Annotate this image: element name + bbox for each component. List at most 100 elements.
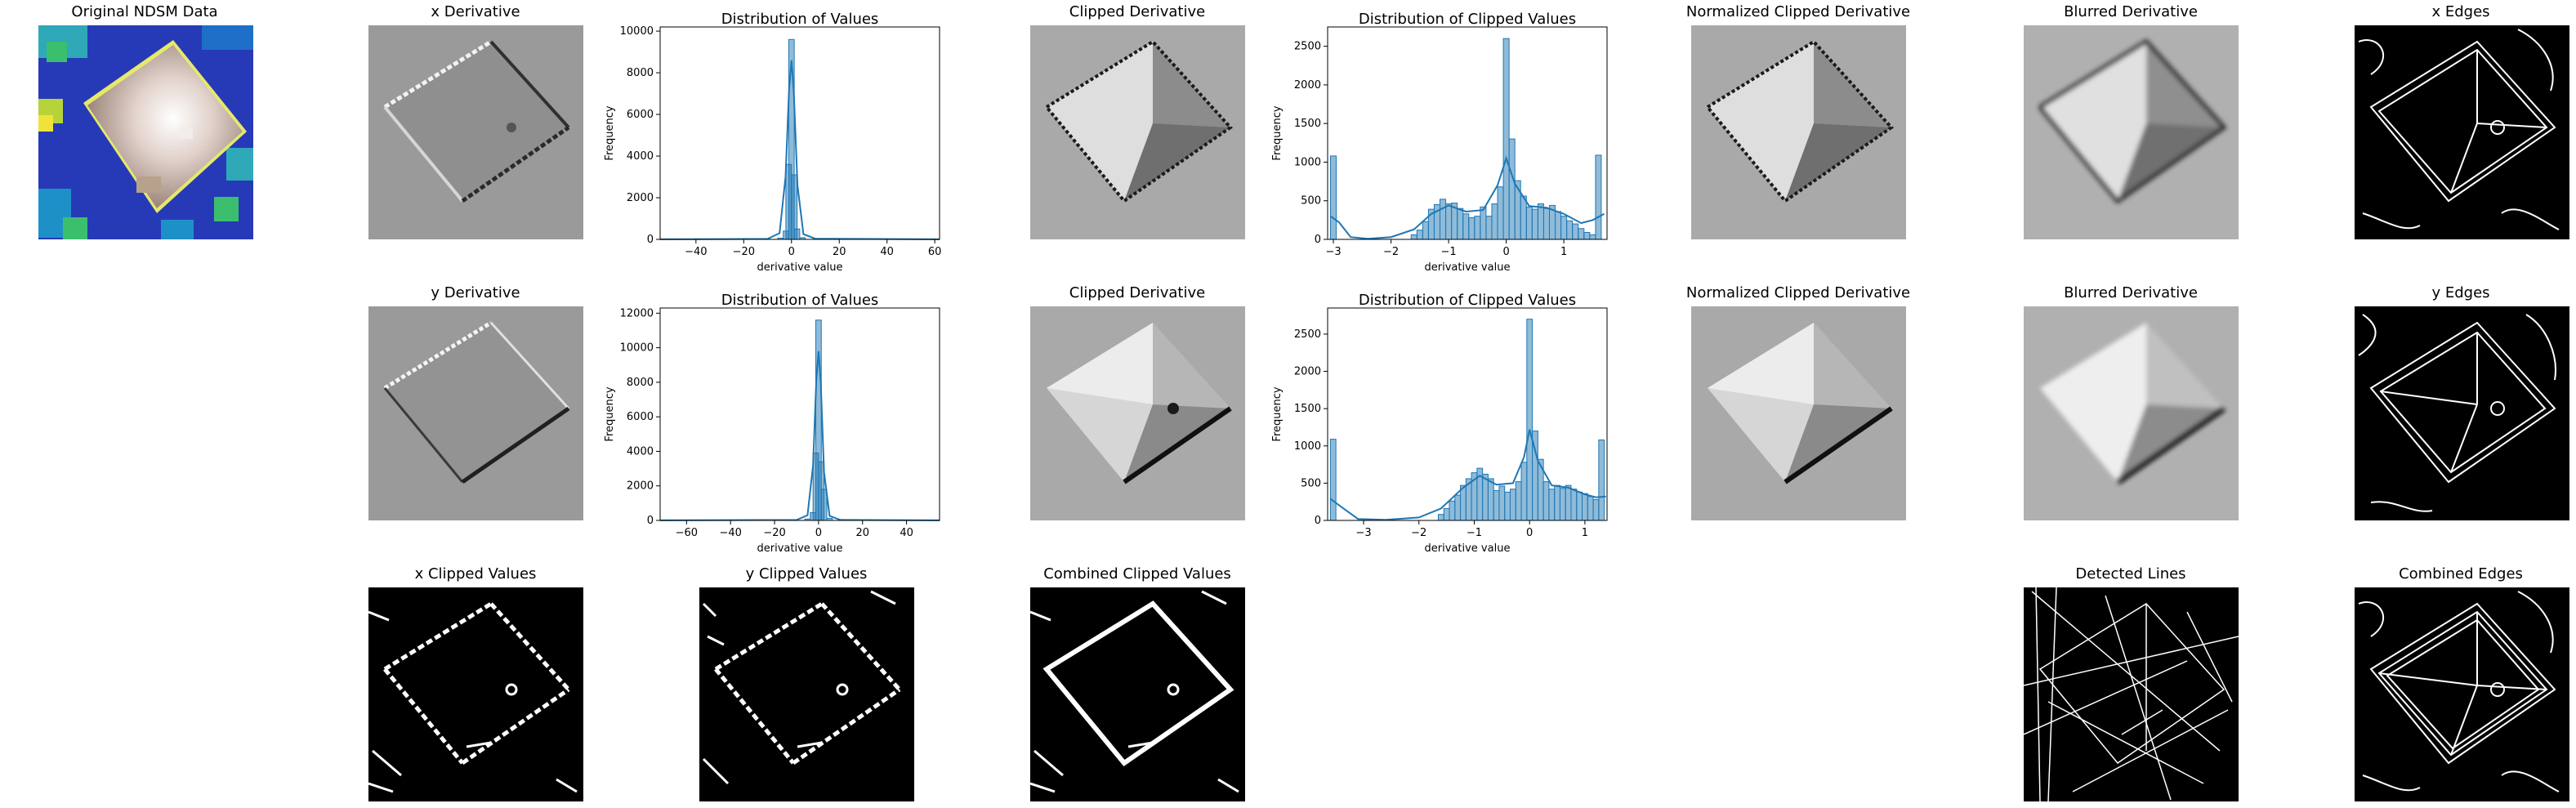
y-clipped-derivative-image [1030,306,1245,520]
x-tick-label: 0 [788,246,795,258]
axes-frame [659,307,940,521]
y-tick-label: 0 [1315,234,1321,246]
x-clipped-values-image [368,587,583,801]
histogram-bar [1548,489,1556,521]
x-tick-label: 20 [833,246,846,258]
x-edges-image [2355,25,2569,239]
histogram-bar [1559,488,1566,521]
histogram-bar [1504,491,1511,521]
histogram-bar [1329,439,1337,521]
combined-clipped-values-image [1030,587,1245,801]
y-tick-label: 500 [1301,477,1321,489]
panel-title-combined-edges: Combined Edges [2399,565,2523,583]
histogram-bar [1502,38,1510,240]
x-tick-label: −3 [1325,246,1341,258]
histogram-bar [1491,203,1498,240]
histogram-bar [820,489,828,521]
kde-line [659,350,940,521]
panel-title-y-normalized: Normalized Clipped Derivative [1685,284,1911,301]
histogram-bar [1554,484,1560,521]
x-axis-label: derivative value [1425,261,1511,274]
x-clipped-derivative-image [1030,25,1245,239]
panel-title-y-derivative: y Derivative [431,284,520,301]
histogram-bar [1589,234,1596,240]
panel-title-detected-lines: Detected Lines [2075,565,2186,583]
histogram-bar [1592,498,1600,521]
x-tick-label: 0 [1502,246,1509,258]
axes-frame [1327,26,1608,240]
histogram-bar [1498,485,1506,521]
axes-frame [659,26,940,240]
x-blurred-image [2024,25,2239,239]
y-tick-label: 8000 [627,67,654,79]
x-tick-label: 40 [900,527,913,539]
y-tick-label: 1000 [1294,440,1321,453]
histogram-bar [1493,490,1500,521]
histogram-bar [1566,220,1574,240]
panel-title-y-edges: y Edges [2431,284,2490,301]
histogram-bar [1583,231,1591,240]
histogram-bar [1515,481,1522,521]
histogram-bar [1449,500,1456,521]
x-tick-label: −2 [1383,246,1399,258]
x-tick-label: −2 [1411,527,1426,539]
histogram-bar [1454,494,1462,521]
histogram-bar [1508,138,1516,240]
combined-edges-image [2355,587,2569,801]
y-tick-label: 2000 [627,192,654,204]
histogram-bar [1526,319,1534,521]
y-tick-label: 0 [1315,515,1321,527]
y-tick-label: 10000 [620,342,654,355]
detected-lines-image [2024,587,2239,801]
histogram-bar [1525,206,1533,240]
x-tick-label: 60 [928,246,942,258]
histogram-bar [1460,484,1467,521]
panel-title-x-clipped-derivative: Clipped Derivative [1069,3,1206,20]
histogram-bar [1572,223,1579,240]
panel-title-y-clipped-derivative: Clipped Derivative [1069,284,1206,301]
panel-title-x-derivative: x Derivative [431,3,520,20]
y-tick-label: 2000 [1294,366,1321,378]
histogram-bar [1487,478,1494,521]
histogram-bar [1595,154,1602,240]
y-derivative-image [368,306,583,520]
x-tick-label: −1 [1467,527,1482,539]
histogram-bar [1330,155,1337,240]
histogram-bar [1474,216,1481,240]
y-blurred-image [2024,306,2239,520]
histogram-bar [793,228,801,240]
y-tick-label: 0 [647,515,654,527]
ndsm-image [38,25,253,239]
y-tick-label: 1500 [1294,403,1321,415]
histogram-bar [1565,484,1572,521]
y-tick-label: 10000 [620,25,654,38]
x-tick-label: 0 [815,527,822,539]
histogram-bar [1468,217,1476,240]
y-tick-label: 12000 [620,307,654,319]
y-tick-label: 1500 [1294,118,1321,130]
histogram-bar [1598,439,1605,521]
histogram-y-clipped-values: Distribution of Clipped Values −3 −2 −1 0 1 0 5… [1271,293,1608,555]
x-tick-label: 0 [1526,527,1533,539]
kde-line [1329,155,1605,240]
histogram-bar [1509,489,1516,521]
histogram-bar [1462,213,1470,240]
y-tick-label: 2500 [1294,328,1321,341]
panel-title-original: Original NDSM Data [71,3,218,20]
histogram-bar [1437,514,1444,521]
histogram-bar [1576,491,1583,521]
panel-title-combined-clipped-values: Combined Clipped Values [1043,565,1231,583]
histogram-bar [1416,230,1423,240]
histogram-bar [1587,496,1594,521]
chart-title: Distribution of Values [721,12,879,28]
histogram-bar [1457,208,1464,240]
y-edges-image [2355,306,2569,520]
panel-title-y-clipped-values: y Clipped Values [745,565,868,583]
histogram-bar [1410,234,1417,240]
histogram-bar [1542,481,1550,521]
axes-frame [1327,307,1608,521]
x-normalized-image [1691,25,1906,239]
x-tick-label: −20 [763,527,785,539]
x-tick-label: 1 [1560,246,1567,258]
x-tick-label: −60 [676,527,698,539]
